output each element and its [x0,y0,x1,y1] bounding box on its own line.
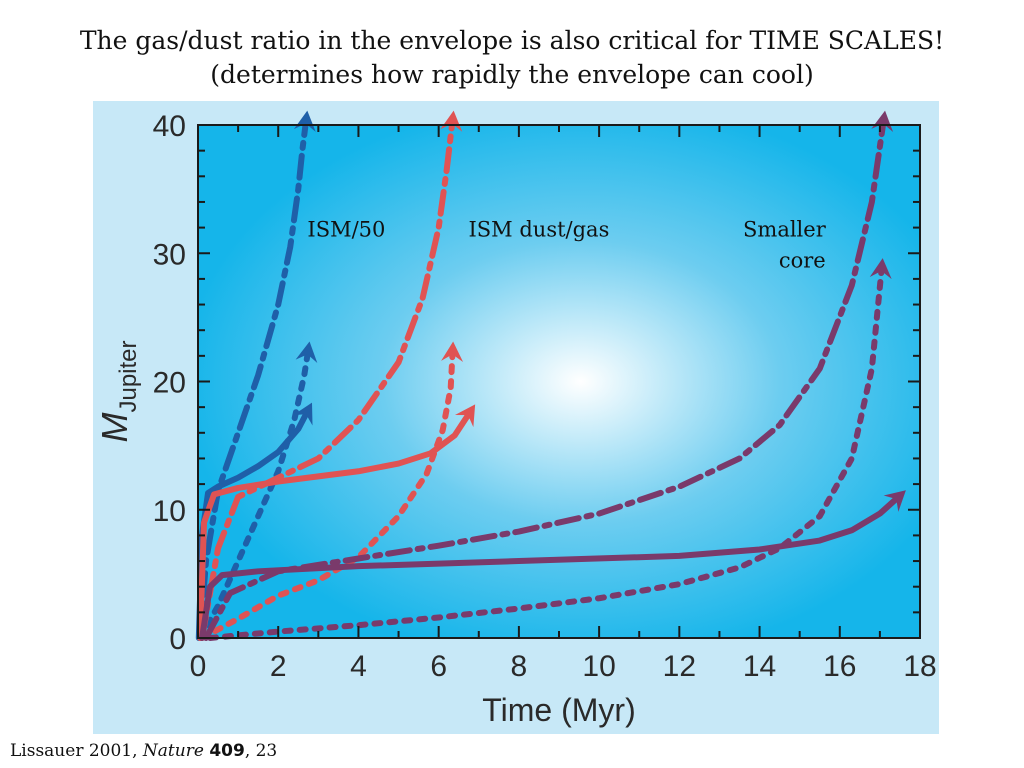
citation-volume: 409 [209,741,245,761]
x-tick-label: 0 [190,650,207,683]
y-tick-label: 10 [153,495,186,528]
axis-ticks-layer [197,124,921,639]
y-axis-title-symbol: M [94,413,135,443]
axis-labels-layer: 0 2 4 6 8 10 12 14 16 18 0 10 20 30 40 Time (Myr) MJupit… [94,110,937,728]
series-line-smaller_core-dotted [207,263,885,641]
series-arrowhead-smaller_core-dotted [869,258,892,280]
series-arrowhead-smaller_core-solid [883,490,906,512]
x-tick-label: 6 [430,650,447,683]
y-tick-label: 0 [169,623,186,656]
annotation-ism: ISM dust/gas [469,218,610,242]
data-series-layer [195,110,906,641]
series-arrowhead-ism-solid [454,404,476,428]
annotation-smaller_core: Smaller core [743,218,827,273]
series-arrowhead-ism-dotted [441,341,464,362]
citation-page: , 23 [244,741,278,761]
slide-title: The gas/dust ratio in the envelope is al… [0,24,1024,92]
y-tick-label: 40 [153,110,186,143]
x-tick-label: 16 [823,650,856,683]
x-tick-label: 2 [270,650,287,683]
x-tick-label: 14 [743,650,776,683]
y-axis-title: MJupiter [94,340,142,442]
planet-growth-chart: 0 2 4 6 8 10 12 14 16 18 0 10 20 30 40 Time (Myr) MJupit… [94,110,937,728]
series-line-ism-dashdot [199,115,456,641]
series-line-ism-dotted [199,346,456,641]
y-axis-title-subscript: Jupiter [115,340,142,412]
x-tick-label: 10 [582,650,615,683]
slide-title-line1: The gas/dust ratio in the envelope is al… [79,26,945,55]
plot-area [198,125,920,638]
citation-journal: Nature [142,741,204,761]
series-arrowhead-ism50-solid [293,402,313,426]
series-arrowhead-smaller_core-dashdot [871,110,894,133]
series-line-ism50-dashdot [197,115,310,641]
slide-title-line2: (determines how rapidly the envelope can… [210,60,814,89]
series-line-smaller_core-solid [199,492,903,641]
x-tick-label: 8 [511,650,528,683]
x-tick-label: 12 [663,650,696,683]
citation: Lissauer 2001, Nature 409, 23 [10,741,277,761]
series-arrowhead-ism50-dotted [295,341,318,363]
x-tick-label: 4 [350,650,367,683]
series-arrowhead-ism-dashdot [440,110,463,132]
citation-author-year: Lissauer 2001, [10,741,143,761]
figure-panel: 0 2 4 6 8 10 12 14 16 18 0 10 20 30 40 Time (Myr) MJupit… [93,101,939,734]
x-axis-title: Time (Myr) [482,692,635,728]
y-tick-label: 30 [153,238,186,271]
series-line-ism50-dotted [197,346,312,641]
y-tick-label: 20 [153,367,186,400]
series-line-smaller_core-dashdot [203,115,887,641]
annotation-ism50: ISM/50 [307,218,385,242]
x-tick-label: 18 [903,650,936,683]
series-arrowhead-ism50-dashdot [293,110,316,132]
